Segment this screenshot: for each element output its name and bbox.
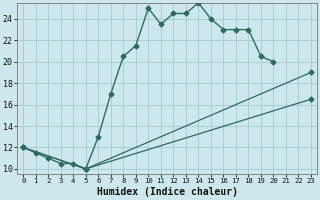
X-axis label: Humidex (Indice chaleur): Humidex (Indice chaleur): [97, 187, 237, 197]
